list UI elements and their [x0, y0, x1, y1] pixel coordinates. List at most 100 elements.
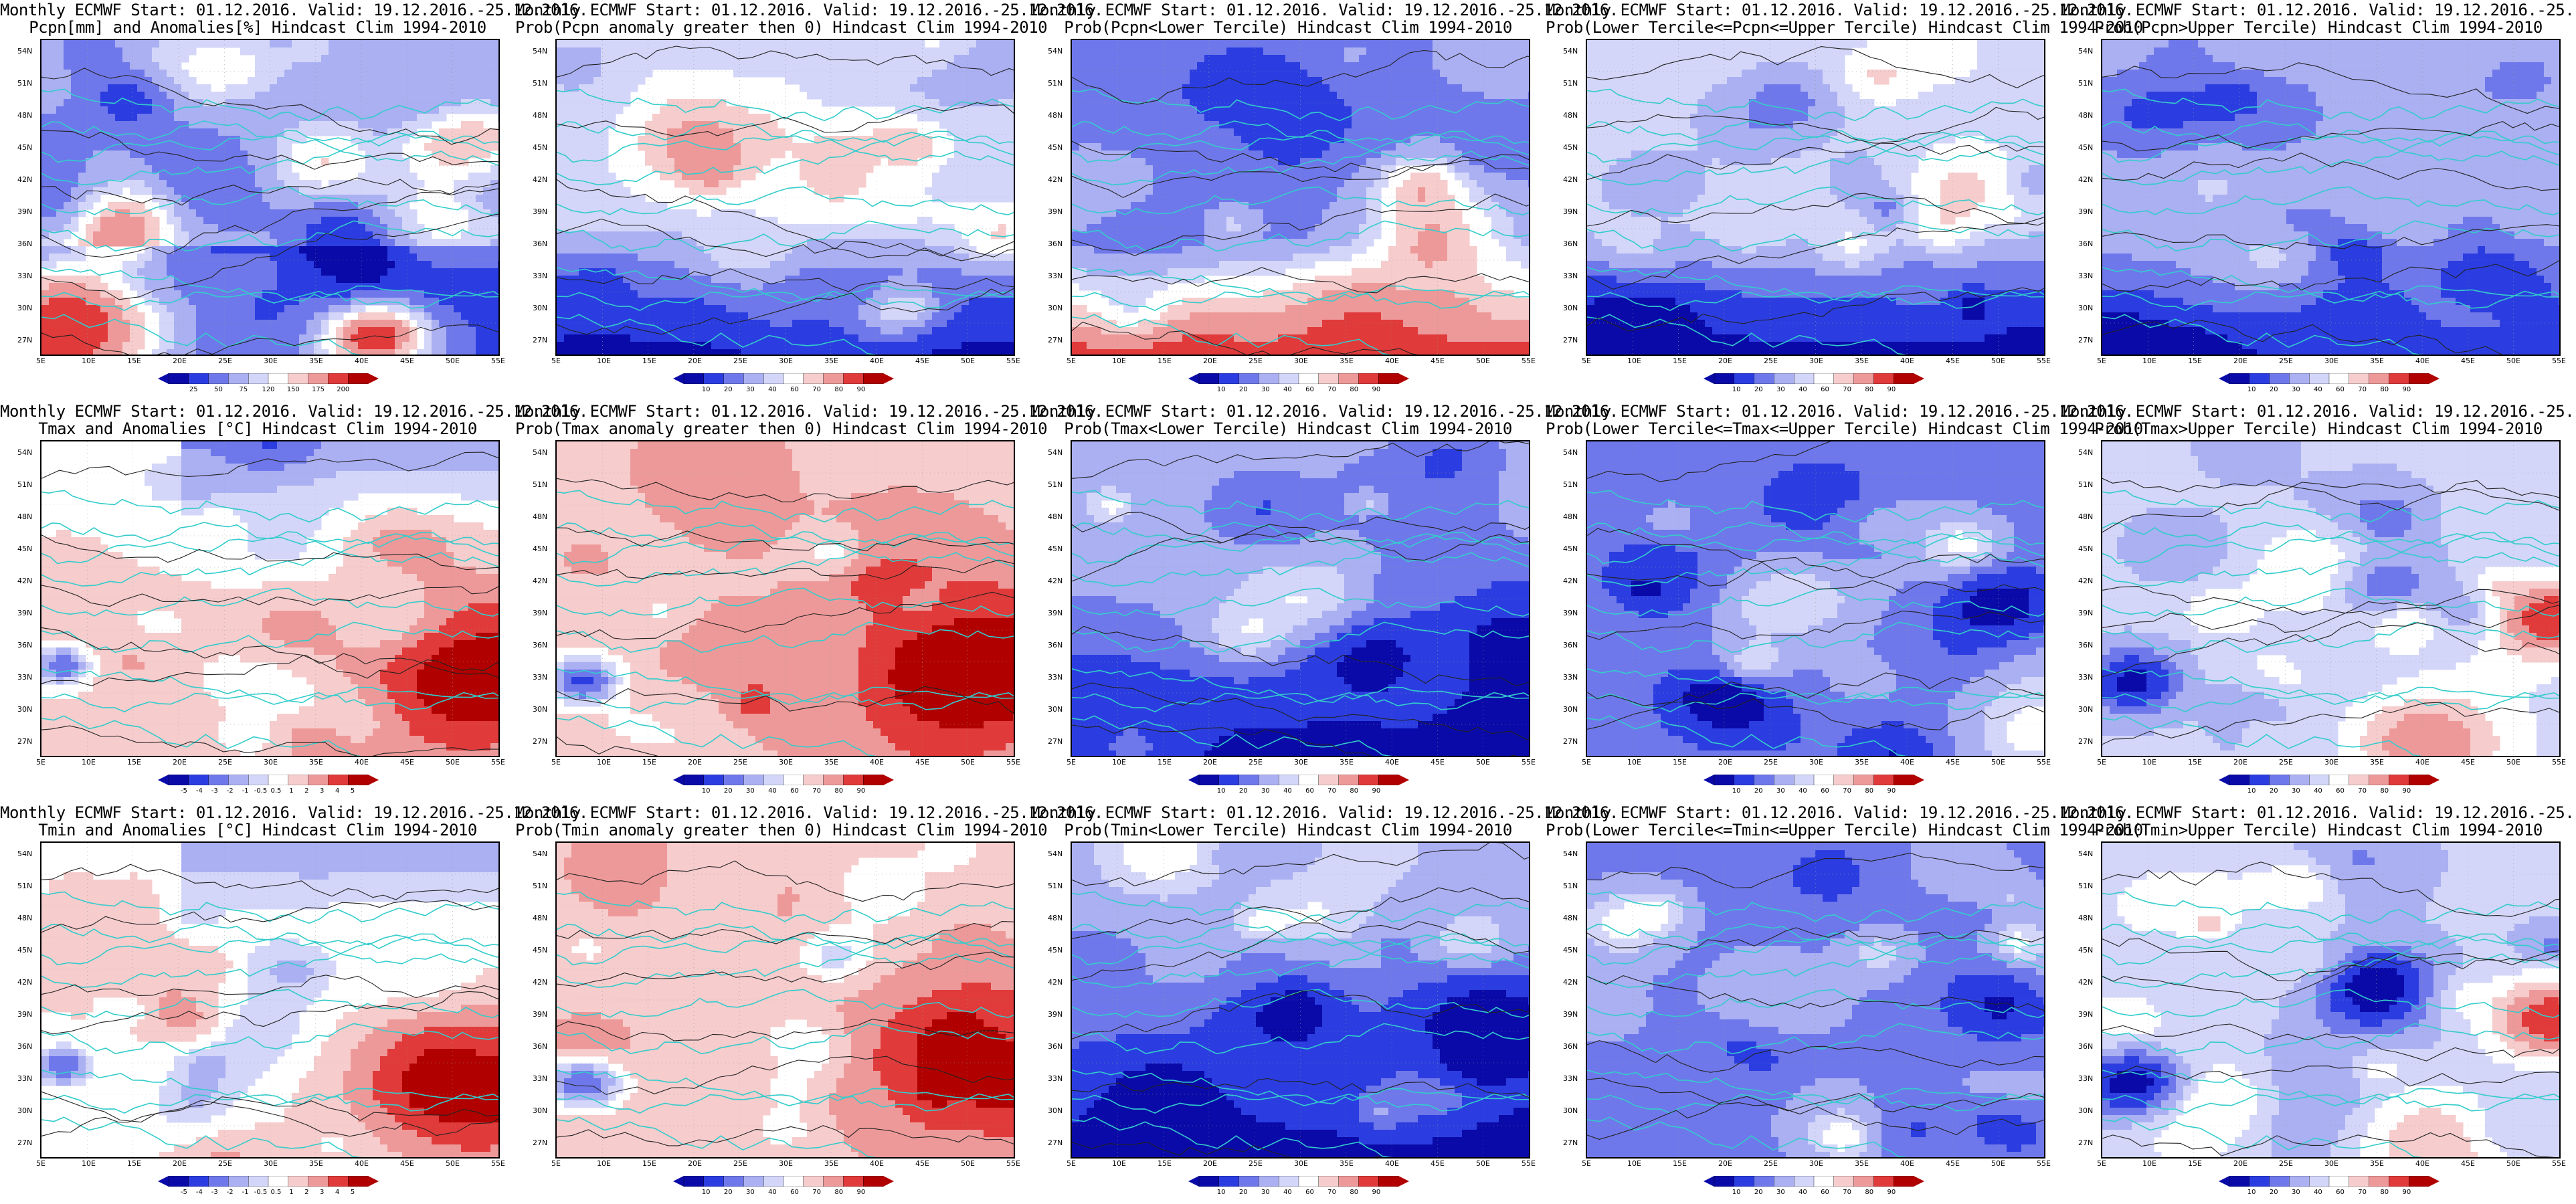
longitude-label: 15E	[127, 758, 141, 767]
colorbar-tick-label: 40	[2314, 1189, 2322, 1196]
longitude-label: 15E	[127, 1159, 141, 1168]
colorbar	[158, 774, 379, 786]
longitude-label: 20E	[2233, 758, 2247, 767]
colorbar-tick-label: 20	[1239, 1189, 1248, 1196]
longitude-label: 15E	[2188, 758, 2202, 767]
latitude-label: 39N	[533, 1010, 547, 1019]
panel-title-line1: Monthly ECMWF Start: 01.12.2016. Valid: …	[2061, 804, 2576, 821]
forecast-map	[40, 841, 500, 1159]
longitude-label: 5E	[1067, 758, 1076, 767]
latitude-label: 48N	[1048, 512, 1063, 521]
longitude-label: 5E	[2097, 1159, 2106, 1168]
colorbar-tick-label: 10	[1732, 787, 1741, 795]
colorbar-tick-label: 75	[239, 386, 248, 393]
longitude-label: 50E	[1476, 758, 1490, 767]
latitude-label: 54N	[2078, 849, 2093, 858]
latitude-label: 45N	[1563, 544, 1578, 553]
longitude-label: 15E	[642, 758, 656, 767]
longitude-label: 5E	[36, 357, 45, 365]
latitude-label: 39N	[2078, 1010, 2093, 1019]
longitude-label: 25E	[2279, 357, 2293, 365]
latitude-label: 30N	[17, 1106, 32, 1115]
latitude-label: 39N	[1048, 609, 1063, 617]
longitude-label: 55E	[2552, 758, 2566, 767]
colorbar-tick-label: 10	[1217, 1189, 1226, 1196]
longitude-label: 40E	[2415, 758, 2429, 767]
longitude-label: 40E	[1385, 758, 1399, 767]
longitude-label: 35E	[824, 357, 838, 365]
latitude-label: 36N	[2078, 239, 2093, 248]
colorbar-tick-label: 40	[1283, 1189, 1292, 1196]
latitude-label: 27N	[1563, 737, 1578, 746]
longitude-label: 15E	[1158, 758, 1172, 767]
latitude-label: 39N	[533, 609, 547, 617]
colorbar-tick-label: 10	[2247, 386, 2256, 393]
latitude-label: 36N	[533, 1042, 547, 1051]
colorbar-tick-label: 150	[287, 386, 300, 393]
longitude-label: 30E	[2324, 357, 2338, 365]
panel-title-line1: Monthly ECMWF Start: 01.12.2016. Valid: …	[2061, 1, 2576, 19]
colorbar-tick-label: 80	[2380, 386, 2389, 393]
longitude-label: 35E	[1855, 758, 1869, 767]
longitude-label: 20E	[1718, 357, 1732, 365]
latitude-label: 33N	[533, 673, 547, 682]
colorbar-tick-label: 70	[1843, 787, 1851, 795]
colorbar-tick-label: 30	[746, 1189, 755, 1196]
colorbar-tick-label: 30	[1776, 787, 1785, 795]
latitude-label: 48N	[17, 111, 32, 120]
longitude-label: 5E	[36, 758, 45, 767]
longitude-label: 15E	[127, 357, 141, 365]
colorbar	[1704, 1175, 1924, 1187]
longitude-label: 15E	[1158, 357, 1172, 365]
map-field-svg	[2102, 441, 2559, 756]
latitude-label: 33N	[1048, 673, 1063, 682]
colorbar-tick-label: 40	[768, 1189, 777, 1196]
map-field-svg	[41, 40, 498, 355]
longitude-label: 35E	[1340, 758, 1354, 767]
longitude-label: 50E	[1476, 1159, 1490, 1168]
latitude-label: 27N	[2078, 336, 2093, 344]
longitude-label: 40E	[870, 1159, 884, 1168]
longitude-label: 55E	[2552, 357, 2566, 365]
latitude-label: 51N	[1563, 882, 1578, 890]
colorbar-tick-label: 20	[2270, 787, 2278, 795]
latitude-label: 48N	[1563, 512, 1578, 521]
longitude-label: 55E	[491, 357, 505, 365]
panel-title-line2: Prob(Tmax<Lower Tercile) Hindcast Clim 1…	[1030, 420, 1546, 437]
latitude-label: 42N	[1048, 577, 1063, 585]
longitude-label: 50E	[2506, 1159, 2520, 1168]
longitude-label: 35E	[309, 357, 323, 365]
latitude-label: 30N	[533, 1106, 547, 1115]
colorbar-tick-label: 60	[790, 1189, 799, 1196]
longitude-label: 30E	[2324, 1159, 2338, 1168]
latitude-label: 36N	[533, 641, 547, 649]
colorbar-tick-label: 0.5	[271, 787, 282, 795]
forecast-panel: Monthly ECMWF Start: 01.12.2016. Valid: …	[0, 803, 588, 1204]
latitude-label: 33N	[17, 272, 32, 280]
colorbar	[1188, 373, 1409, 385]
latitude-label: 48N	[2078, 111, 2093, 120]
latitude-label: 51N	[1048, 882, 1063, 890]
longitude-label: 25E	[733, 1159, 747, 1168]
colorbar-tick-label: 30	[2292, 787, 2300, 795]
colorbar-tick-label: 80	[1350, 386, 1358, 393]
latitude-label: 36N	[17, 239, 32, 248]
longitude-label: 5E	[1582, 758, 1591, 767]
latitude-label: 27N	[17, 336, 32, 344]
latitude-label: 54N	[533, 448, 547, 457]
colorbar	[2219, 373, 2440, 385]
longitude-label: 15E	[1158, 1159, 1172, 1168]
colorbar-tick-label: 90	[2403, 1189, 2411, 1196]
colorbar	[2219, 1175, 2440, 1187]
colorbar-tick-label: 1	[289, 787, 293, 795]
longitude-label: 15E	[1673, 758, 1687, 767]
colorbar-tick-label: 40	[2314, 787, 2322, 795]
longitude-label: 35E	[824, 1159, 838, 1168]
longitude-label: 35E	[2370, 357, 2384, 365]
panel-title-line1: Monthly ECMWF Start: 01.12.2016. Valid: …	[1030, 1, 1619, 19]
longitude-label: 10E	[1112, 1159, 1126, 1168]
latitude-label: 36N	[17, 1042, 32, 1051]
colorbar-tick-label: 70	[812, 787, 821, 795]
longitude-label: 25E	[218, 357, 232, 365]
latitude-label: 39N	[2078, 207, 2093, 216]
